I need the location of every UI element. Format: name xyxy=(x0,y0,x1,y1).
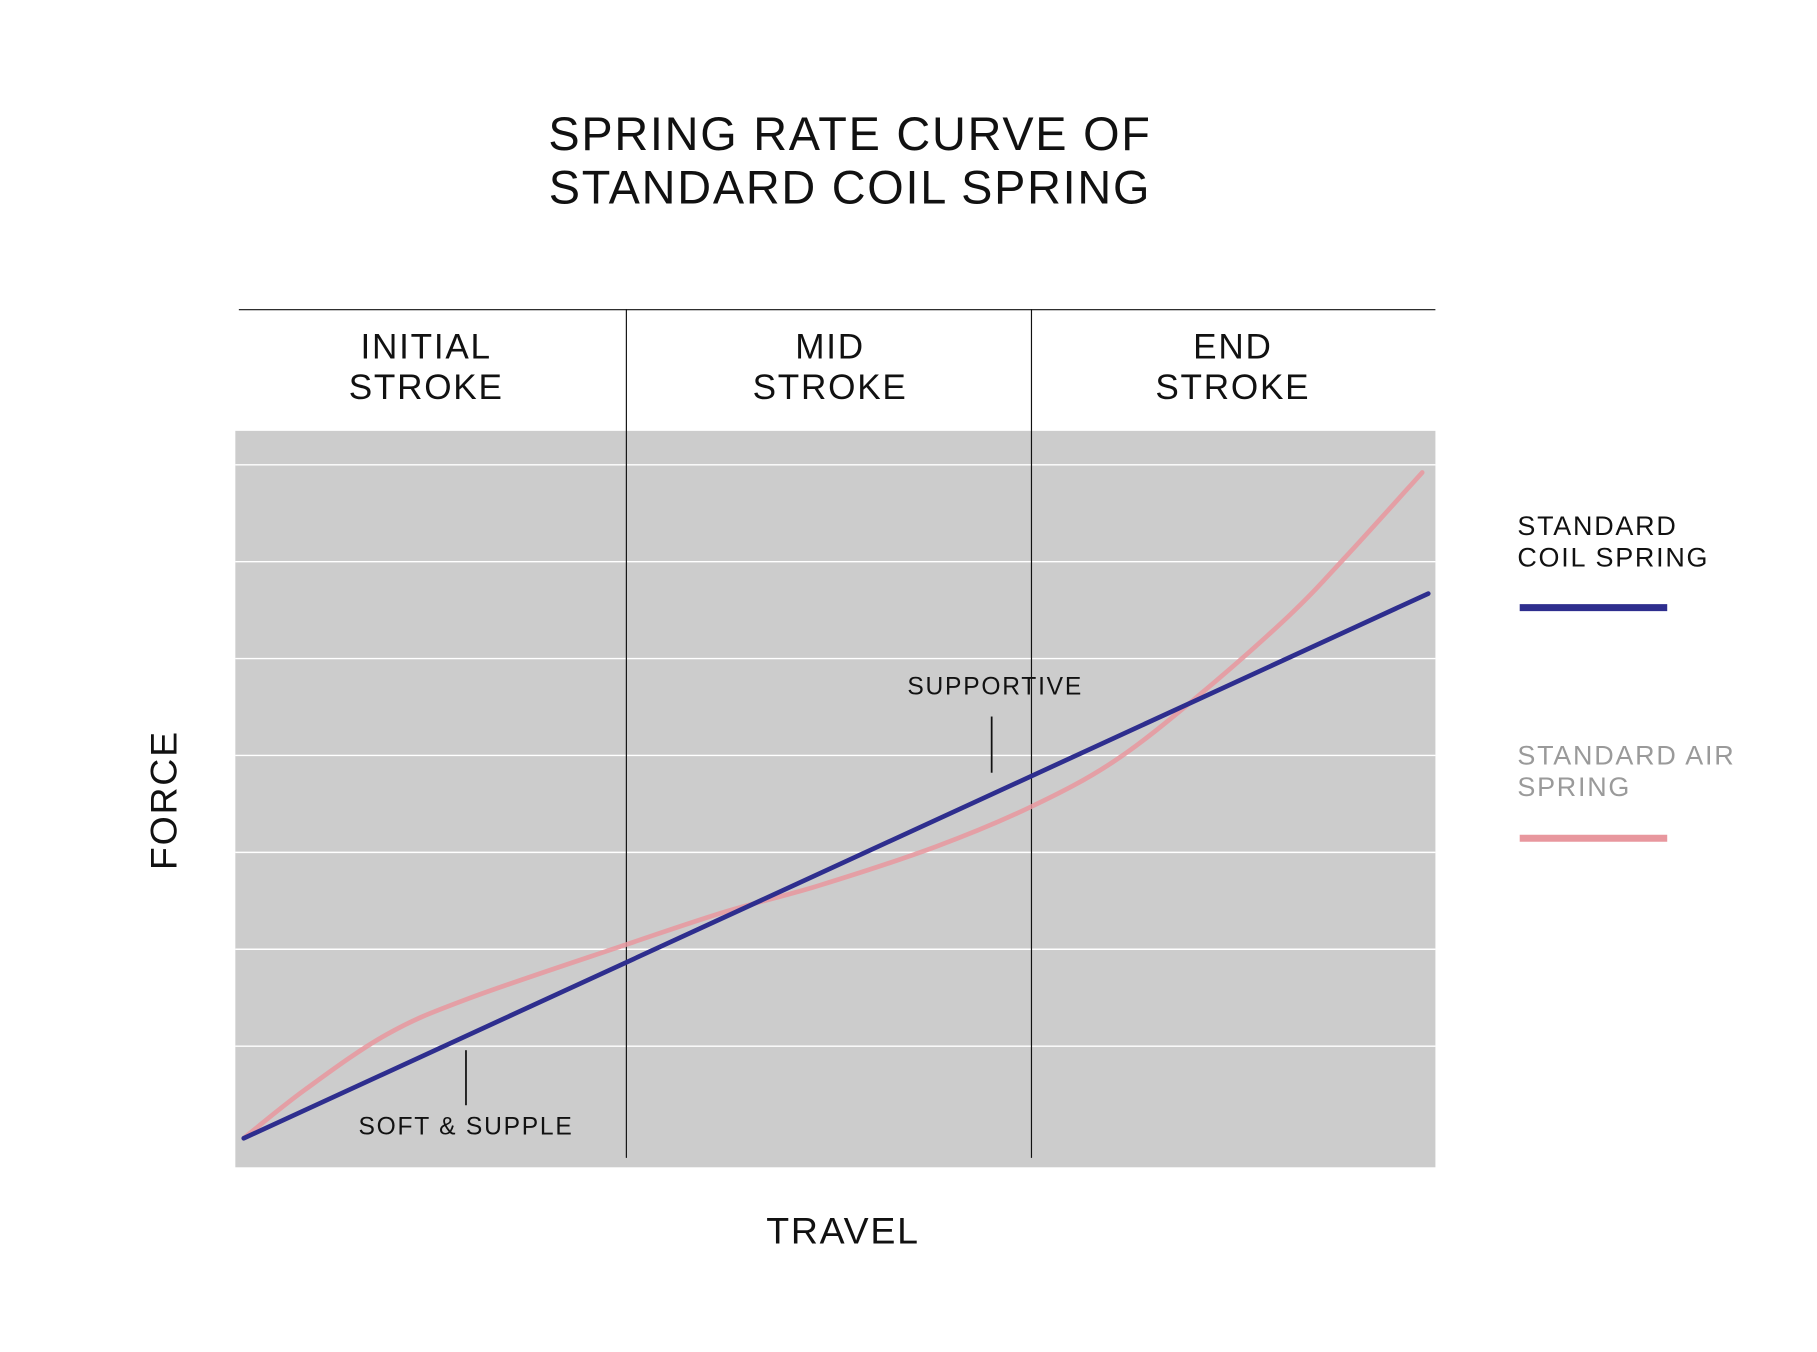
region-label: END STROKE xyxy=(1155,327,1311,407)
legend-label: STANDARD COIL SPRING xyxy=(1517,510,1710,573)
x-axis-label: TRAVEL xyxy=(766,1209,920,1252)
y-axis-label: FORCE xyxy=(142,730,185,871)
region-label: INITIAL STROKE xyxy=(348,327,504,407)
legend-label: STANDARD AIR SPRING xyxy=(1517,739,1736,803)
region-label: MID STROKE xyxy=(752,327,908,407)
chart-title: SPRING RATE CURVE OF STANDARD COIL SPRIN… xyxy=(548,108,1152,215)
series-line xyxy=(241,470,1425,1141)
annotation: SOFT & SUPPLE xyxy=(358,1113,574,1141)
annotation: SUPPORTIVE xyxy=(907,673,1083,701)
plot-background xyxy=(235,430,1436,1168)
series-line xyxy=(241,591,1431,1141)
